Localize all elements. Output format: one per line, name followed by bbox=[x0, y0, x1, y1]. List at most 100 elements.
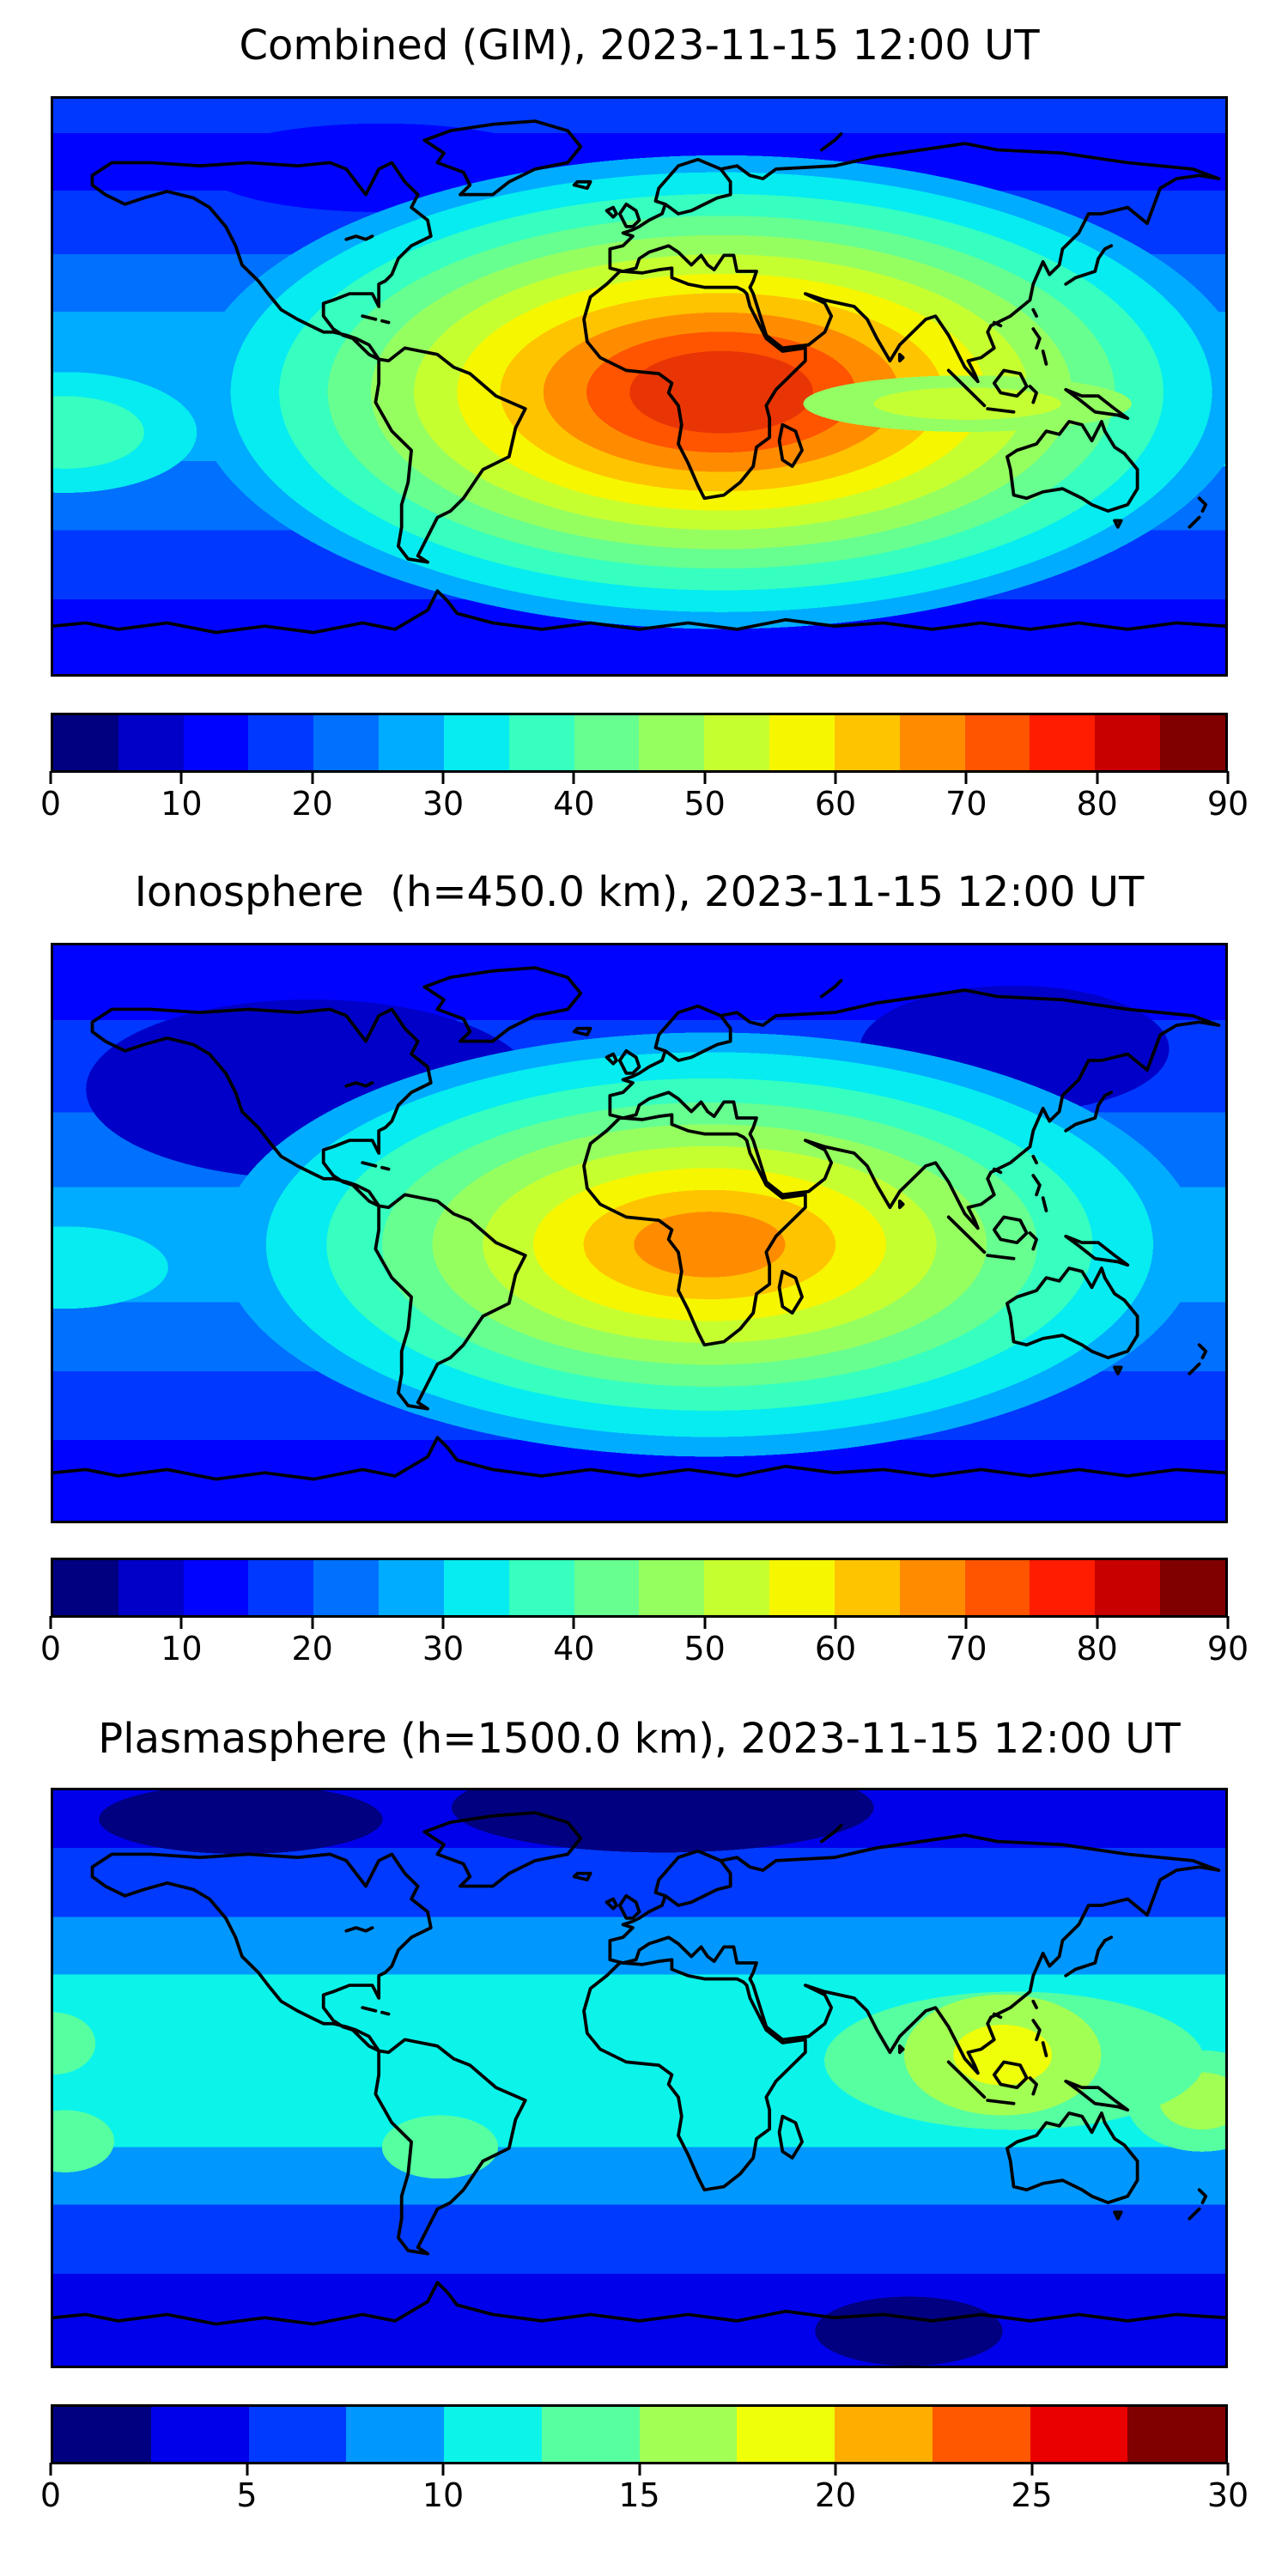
colorbar-ionosphere bbox=[51, 1558, 1228, 1618]
colorbar-tick-label: 10 bbox=[422, 2476, 465, 2514]
colorbar-segment bbox=[1095, 715, 1161, 770]
coastlines-icon bbox=[53, 119, 1225, 635]
colorbar-segment bbox=[704, 1560, 770, 1615]
colorbar-tick bbox=[49, 771, 52, 784]
colorbar-segment bbox=[183, 715, 249, 770]
colorbar-tick bbox=[441, 2463, 445, 2476]
colorbar-segment bbox=[379, 715, 444, 770]
map-plasmasphere bbox=[51, 1788, 1228, 2368]
colorbar-segment bbox=[835, 2407, 933, 2462]
panel-title-ionosphere: Ionosphere (h=450.0 km), 2023-11-15 12:0… bbox=[134, 868, 1145, 916]
colorbar-segment bbox=[769, 715, 835, 770]
coastlines-icon bbox=[53, 966, 1225, 1481]
colorbar-tick-label: 80 bbox=[1076, 1630, 1118, 1668]
colorbar-tick-label: 20 bbox=[291, 785, 333, 823]
colorbar-tick-label: 90 bbox=[1206, 1630, 1249, 1668]
colorbar-tick-label: 70 bbox=[945, 1630, 987, 1668]
colorbar-segment bbox=[639, 2407, 738, 2462]
colorbar-segment bbox=[346, 2407, 444, 2462]
colorbar-tick-label: 40 bbox=[553, 1630, 595, 1668]
colorbar-tick-label: 0 bbox=[39, 2476, 62, 2514]
colorbar-tick-label: 0 bbox=[39, 1630, 62, 1668]
colorbar-segment bbox=[443, 1560, 509, 1615]
panel-title-plasmasphere: Plasmasphere (h=1500.0 km), 2023-11-15 1… bbox=[98, 1715, 1181, 1763]
colorbar-tick-label: 60 bbox=[814, 1630, 857, 1668]
colorbar-segment bbox=[1160, 715, 1225, 770]
colorbar-segment bbox=[508, 715, 574, 770]
colorbar-tick bbox=[964, 1616, 968, 1629]
colorbar-segment bbox=[932, 2407, 1030, 2462]
colorbar-segment bbox=[574, 715, 640, 770]
colorbar-segment bbox=[379, 1560, 444, 1615]
map-ionosphere bbox=[51, 943, 1228, 1523]
colorbar-tick-label: 50 bbox=[683, 785, 726, 823]
colorbar-tick bbox=[834, 771, 837, 784]
colorbar-segment bbox=[1030, 715, 1096, 770]
colorbar-segment bbox=[118, 715, 184, 770]
colorbar-segment bbox=[899, 715, 965, 770]
colorbar-segment bbox=[313, 1560, 380, 1615]
colorbar-tick bbox=[703, 771, 707, 784]
colorbar-tick bbox=[246, 2463, 248, 2476]
colorbar-segment bbox=[248, 1560, 314, 1615]
colorbar-segment bbox=[639, 715, 705, 770]
colorbar-segment bbox=[834, 715, 900, 770]
colorbar-tick bbox=[441, 771, 445, 784]
colorbar-segment bbox=[704, 715, 770, 770]
colorbar-segment bbox=[53, 2407, 151, 2462]
colorbar-tick-label: 25 bbox=[1011, 2476, 1053, 2514]
colorbar-tick-label: 5 bbox=[236, 2476, 258, 2514]
colorbar-tick-label: 20 bbox=[814, 2476, 857, 2514]
colorbar-ticks-combined bbox=[49, 771, 1230, 784]
colorbar-segment bbox=[1127, 2407, 1225, 2462]
colorbar-tick-label: 15 bbox=[618, 2476, 660, 2514]
colorbar-segment bbox=[769, 1560, 835, 1615]
colorbar-tick bbox=[49, 1616, 52, 1629]
colorbar-segment bbox=[248, 715, 314, 770]
colorbar-tick bbox=[1096, 771, 1099, 784]
colorbar-tick-label: 10 bbox=[161, 785, 203, 823]
colorbar-tick bbox=[1226, 771, 1230, 784]
colorbar-segment bbox=[1030, 2407, 1128, 2462]
colorbar-tick-label: 10 bbox=[161, 1630, 203, 1668]
panel-title-combined: Combined (GIM), 2023-11-15 12:00 UT bbox=[239, 21, 1040, 70]
colorbar-tick-label: 30 bbox=[422, 1630, 465, 1668]
colorbar-segment bbox=[639, 1560, 705, 1615]
colorbar-tick bbox=[572, 771, 575, 784]
colorbar-tick bbox=[311, 771, 314, 784]
colorbar-tick bbox=[834, 1616, 837, 1629]
map-combined-gim bbox=[51, 96, 1228, 677]
colorbar-tick bbox=[638, 2463, 641, 2476]
colorbar-tick bbox=[1096, 1616, 1099, 1629]
colorbar-segment bbox=[541, 2407, 640, 2462]
colorbar-segment bbox=[443, 715, 509, 770]
colorbar-tick bbox=[179, 771, 183, 784]
colorbar-tick bbox=[964, 771, 968, 784]
colorbar-tick bbox=[49, 2463, 52, 2476]
colorbar-segment bbox=[737, 2407, 835, 2462]
colorbar-tick bbox=[1226, 2463, 1230, 2476]
colorbar-tick bbox=[703, 1616, 707, 1629]
colorbar-segment bbox=[53, 715, 118, 770]
colorbar-segment bbox=[574, 1560, 640, 1615]
colorbar-segment bbox=[1160, 1560, 1225, 1615]
colorbar-segment bbox=[1095, 1560, 1161, 1615]
colorbar-segment bbox=[183, 1560, 249, 1615]
colorbar-ticks-ionosphere bbox=[49, 1616, 1230, 1629]
colorbar-tick-label: 70 bbox=[945, 785, 987, 823]
colorbar-tick-label: 30 bbox=[422, 785, 465, 823]
colorbar-segment bbox=[118, 1560, 184, 1615]
colorbar-segment bbox=[899, 1560, 965, 1615]
colorbar-segment bbox=[964, 715, 1030, 770]
colorbar-tick-label: 0 bbox=[39, 785, 62, 823]
colorbar-segment bbox=[313, 715, 380, 770]
colorbar-tick-label: 60 bbox=[814, 785, 857, 823]
colorbar-tick-label: 50 bbox=[683, 1630, 726, 1668]
colorbar-tick bbox=[179, 1616, 183, 1629]
colorbar-segment bbox=[444, 2407, 542, 2462]
colorbar-segment bbox=[834, 1560, 900, 1615]
colorbar-tick bbox=[311, 1616, 314, 1629]
colorbar-labels-plasmasphere: 0 5 10 15 20 25 30 bbox=[40, 2476, 1249, 2521]
colorbar-tick bbox=[1226, 1616, 1230, 1629]
colorbar-tick bbox=[572, 1616, 575, 1629]
